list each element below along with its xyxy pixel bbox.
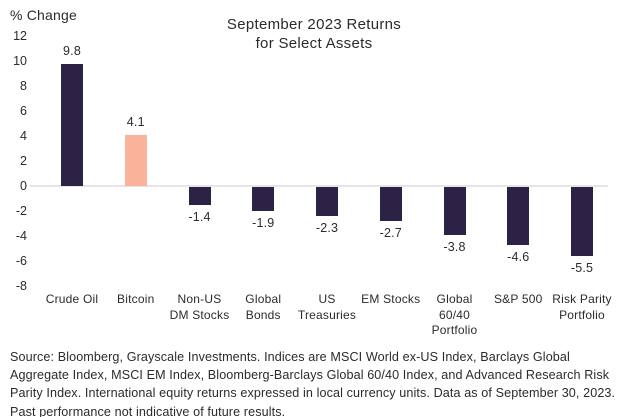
- source-note-line3: Parity Index. International equity retur…: [10, 386, 616, 401]
- bar-global-bonds: [252, 187, 275, 211]
- y-tick-label: 2: [20, 154, 27, 168]
- zero-axis-line: [30, 185, 608, 187]
- y-tick-label: -2: [15, 204, 27, 218]
- bar-value-label: 9.8: [63, 43, 81, 58]
- bar-value-label: -3.8: [443, 239, 466, 254]
- x-axis-label: EM Stocks: [361, 292, 421, 306]
- x-axis-label: S&P 500: [493, 292, 543, 306]
- y-axis-title: % Change: [10, 7, 77, 23]
- y-tick-label: -4: [15, 229, 27, 243]
- bar-bitcoin: [124, 134, 147, 186]
- x-axis-label: Bitcoin: [117, 292, 155, 306]
- source-note-line2: Aggregate Index, MSCI EM Index, Bloomber…: [10, 368, 610, 383]
- x-axis-label: Global Bonds: [245, 292, 282, 322]
- source-note: Source: Bloomberg, Grayscale Investments…: [10, 348, 620, 417]
- x-axis-label: Crude Oil: [45, 292, 99, 306]
- bar-value-label: -5.5: [570, 260, 594, 275]
- bar-global-60-40-portfolio: [443, 187, 466, 235]
- source-note-line1: Source: Bloomberg, Grayscale Investments…: [10, 350, 570, 364]
- x-axis-label: US Treasuries: [297, 292, 357, 322]
- x-axis-label: Non-US DM Stocks: [169, 292, 230, 322]
- y-tick-label: 8: [20, 79, 27, 93]
- y-tick-label: 10: [13, 54, 27, 68]
- x-axis-label: Risk Parity Portfolio: [552, 292, 612, 322]
- bar-value-label: -4.6: [507, 249, 530, 264]
- y-tick-label: 0: [20, 179, 27, 193]
- bar-value-label: 4.1: [126, 114, 145, 129]
- bar-em-stocks: [379, 187, 402, 221]
- source-note-line4: Past performance not indicative of futur…: [10, 404, 286, 417]
- y-tick-label: 4: [20, 129, 27, 143]
- y-tick-label: -8: [15, 279, 27, 293]
- bar-us-treasuries: [316, 187, 338, 216]
- bar-value-label: -2.3: [315, 220, 339, 235]
- bar-value-label: -2.7: [379, 225, 402, 240]
- bar-s-p-500: [507, 187, 530, 245]
- bar-value-label: -1.9: [252, 215, 275, 230]
- chart-title-line1: September 2023 Returns: [226, 16, 402, 33]
- y-tick-label: 6: [20, 104, 27, 118]
- y-tick-label: 12: [13, 29, 27, 43]
- y-tick-label: -6: [15, 254, 27, 268]
- bar-value-label: -1.4: [188, 209, 211, 224]
- bar-non-us-dm-stocks: [188, 187, 211, 205]
- chart-title-line2: for Select Assets: [255, 35, 373, 52]
- chart-title: September 2023 Returns for Select Assets: [114, 15, 514, 53]
- bar-risk-parity-portfolio: [571, 187, 593, 256]
- bar-crude-oil: [61, 63, 83, 186]
- x-axis-label: Global 60/40 Portfolio: [431, 292, 478, 337]
